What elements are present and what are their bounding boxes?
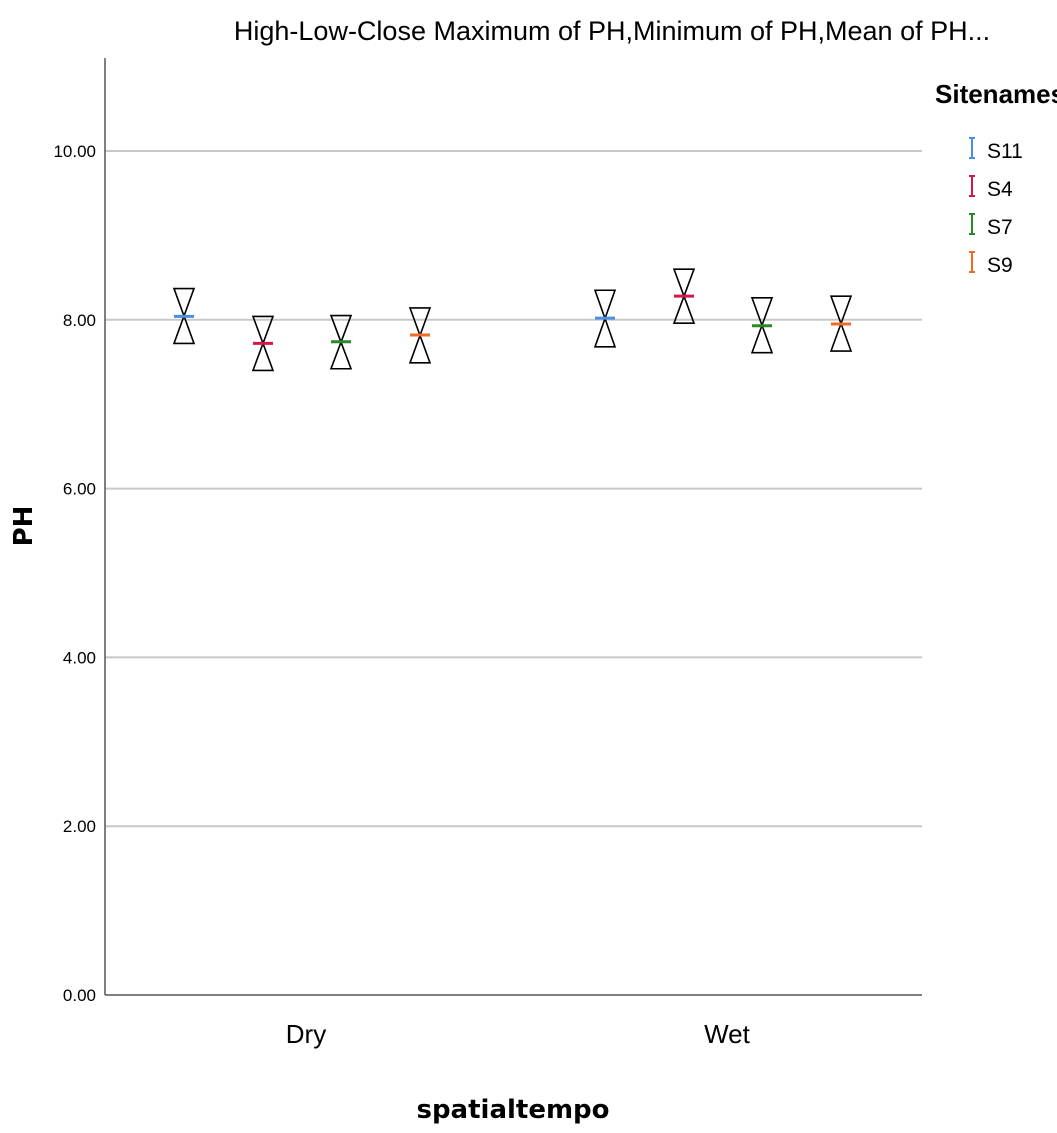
high-low-range [408, 307, 432, 364]
legend-item-S4: S4 [969, 175, 1013, 201]
high-low-range [329, 314, 353, 370]
y-tick-label: 6.00 [63, 480, 96, 499]
y-tick-label: 0.00 [63, 986, 96, 1005]
x-tick-labels: Dry Wet [286, 1019, 751, 1049]
legend-item-S9: S9 [969, 251, 1013, 277]
y-tick-label: 8.00 [63, 311, 96, 330]
hlc-mark-S4-Wet [672, 268, 696, 324]
y-tick-label: 10.00 [53, 142, 96, 161]
legend-label: S9 [987, 254, 1013, 277]
legend: Sitenames S11 S4 S7 S9 [935, 79, 1057, 277]
legend-item-S11: S11 [969, 137, 1023, 163]
hlc-mark-S9-Dry [408, 307, 432, 364]
axes [104, 58, 922, 996]
y-tick-label: 4.00 [63, 648, 96, 667]
legend-item-S7: S7 [969, 213, 1013, 239]
legend-label: S7 [987, 216, 1013, 239]
hlc-mark-S9-Wet [829, 295, 853, 352]
legend-label: S4 [987, 178, 1013, 201]
chart-title: High-Low-Close Maximum of PH,Minimum of … [234, 16, 990, 46]
y-tick-label: 2.00 [63, 817, 96, 836]
high-low-range [750, 297, 774, 354]
data-marks [172, 268, 853, 372]
hlc-mark-S4-Dry [251, 315, 275, 372]
gridlines [105, 150, 922, 828]
high-low-range [593, 289, 617, 348]
legend-title: Sitenames [935, 79, 1057, 109]
legend-label: S11 [987, 140, 1023, 163]
high-low-range [672, 268, 696, 324]
hlc-mark-S11-Wet [593, 289, 617, 348]
high-low-range [172, 287, 196, 345]
high-low-range [251, 315, 275, 372]
hlc-mark-S7-Dry [329, 314, 353, 370]
hlc-mark-S7-Wet [750, 297, 774, 354]
hlc-mark-S11-Dry [172, 287, 196, 345]
x-tick-label: Dry [286, 1019, 326, 1049]
y-axis-title: PH [9, 506, 39, 547]
x-axis-title: spatialtempo [416, 1095, 609, 1125]
high-low-range [829, 295, 853, 352]
y-tick-labels: 0.00 2.00 4.00 6.00 8.00 10.00 [53, 142, 96, 1005]
x-tick-label: Wet [704, 1019, 751, 1049]
